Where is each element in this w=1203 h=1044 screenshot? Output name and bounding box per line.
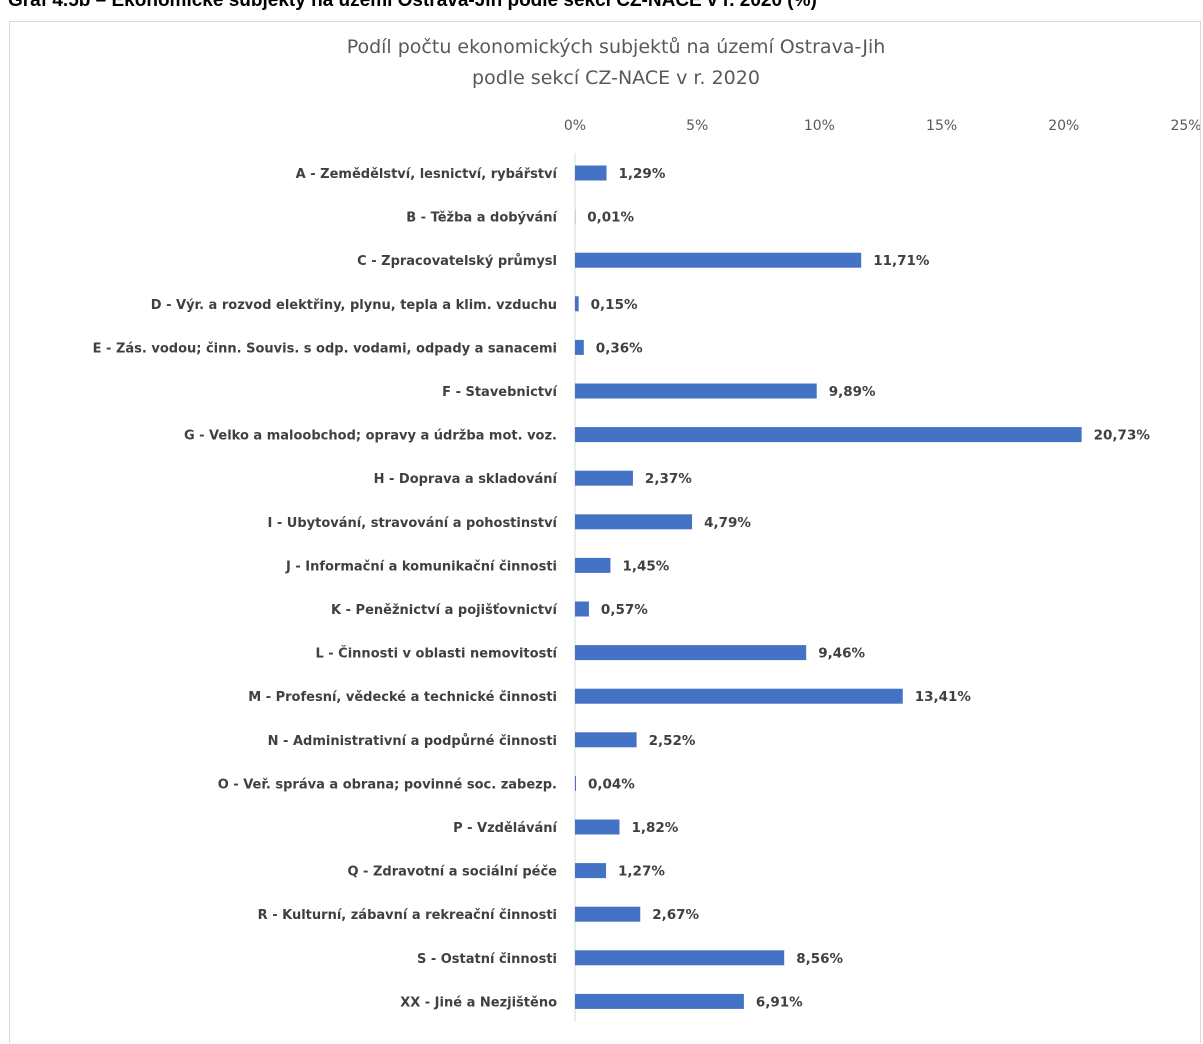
data-label: 2,67% — [652, 907, 699, 923]
data-label: 0,04% — [588, 776, 635, 792]
bar — [575, 689, 903, 704]
category-label: XX - Jiné a Nezjištěno — [400, 995, 557, 1010]
category-label: O - Veř. správa a obrana; povinné soc. z… — [218, 777, 557, 792]
category-label: I - Ubytování, stravování a pohostinství — [268, 516, 559, 531]
chart-area: Podíl počtu ekonomických subjektů na úze… — [9, 21, 1201, 1043]
data-label: 8,56% — [796, 951, 843, 967]
x-tick-label: 5% — [686, 118, 708, 134]
category-label: L - Činnosti v oblasti nemovitostí — [315, 646, 558, 662]
data-label: 1,29% — [619, 166, 666, 182]
data-label: 20,73% — [1094, 428, 1151, 444]
bar — [575, 558, 610, 573]
category-label: N - Administrativní a podpůrné činnosti — [268, 734, 557, 749]
bar-chart: Podíl počtu ekonomických subjektů na úze… — [10, 22, 1200, 1044]
category-label: R - Kulturní, zábavní a rekreační činnos… — [258, 908, 557, 923]
x-tick-label: 25% — [1170, 118, 1200, 134]
figure-caption: Graf 4.5b – Ekonomické subjekty na území… — [8, 0, 1198, 12]
bar — [575, 427, 1082, 442]
bars: A - Zemědělství, lesnictví, rybářství 1,2… — [93, 166, 1151, 1011]
bar — [575, 732, 637, 747]
bar — [575, 776, 576, 791]
category-label: S - Ostatní činnosti — [417, 952, 557, 967]
bar — [575, 253, 861, 268]
bar — [575, 907, 640, 922]
category-label: F - Stavebnictví — [442, 385, 558, 400]
category-label: K - Peněžnictví a pojišťovnictví — [331, 603, 559, 618]
data-label: 0,36% — [596, 340, 643, 356]
data-label: 2,37% — [645, 471, 692, 487]
category-label: B - Těžba a dobývání — [406, 211, 558, 226]
x-tick-label: 10% — [804, 118, 835, 134]
data-label: 9,46% — [818, 646, 865, 662]
x-tick-label: 20% — [1048, 118, 1079, 134]
data-label: 0,01% — [587, 210, 634, 226]
category-label: C - Zpracovatelský průmysl — [357, 254, 557, 269]
data-label: 13,41% — [915, 689, 972, 705]
bar — [575, 166, 607, 181]
category-label: M - Profesní, vědecké a technické činnos… — [248, 690, 557, 705]
data-label: 9,89% — [829, 384, 876, 400]
bar — [575, 645, 806, 660]
data-label: 0,15% — [591, 297, 638, 313]
bar — [575, 296, 579, 311]
category-label: H - Doprava a skladování — [374, 472, 559, 487]
bar — [575, 994, 744, 1009]
bar — [575, 863, 606, 878]
chart-title-line-1: Podíl počtu ekonomických subjektů na úze… — [347, 36, 886, 58]
bar — [575, 602, 589, 617]
category-label: D - Výr. a rozvod elektřiny, plynu, tepl… — [151, 298, 557, 313]
category-label: E - Zás. vodou; činn. Souvis. s odp. vod… — [93, 341, 557, 356]
bar — [575, 950, 784, 965]
data-label: 1,27% — [618, 864, 665, 880]
category-label: P - Vzdělávání — [453, 821, 558, 836]
data-label: 1,45% — [622, 558, 669, 574]
x-tick-label: 15% — [926, 118, 957, 134]
data-label: 6,91% — [756, 994, 803, 1010]
category-label: J - Informační a komunikační činnosti — [285, 559, 557, 574]
bar — [575, 384, 817, 399]
bar — [575, 820, 619, 835]
bar — [575, 340, 584, 355]
category-label: A - Zemědělství, lesnictví, rybářství — [296, 167, 559, 182]
category-label: G - Velko a maloobchod; opravy a údržba … — [184, 429, 557, 444]
x-tick-label: 0% — [564, 118, 586, 134]
data-label: 4,79% — [704, 515, 751, 531]
data-label: 11,71% — [873, 253, 930, 269]
x-axis-ticks: 0% 5% 10% 15% 20% 25% — [564, 118, 1200, 134]
bar — [575, 471, 633, 486]
data-label: 1,82% — [631, 820, 678, 836]
chart-title-line-2: podle sekcí CZ-NACE v r. 2020 — [472, 67, 760, 89]
data-label: 0,57% — [601, 602, 648, 618]
category-label: Q - Zdravotní a sociální péče — [347, 865, 557, 880]
bar — [575, 514, 692, 529]
data-label: 2,52% — [649, 733, 696, 749]
